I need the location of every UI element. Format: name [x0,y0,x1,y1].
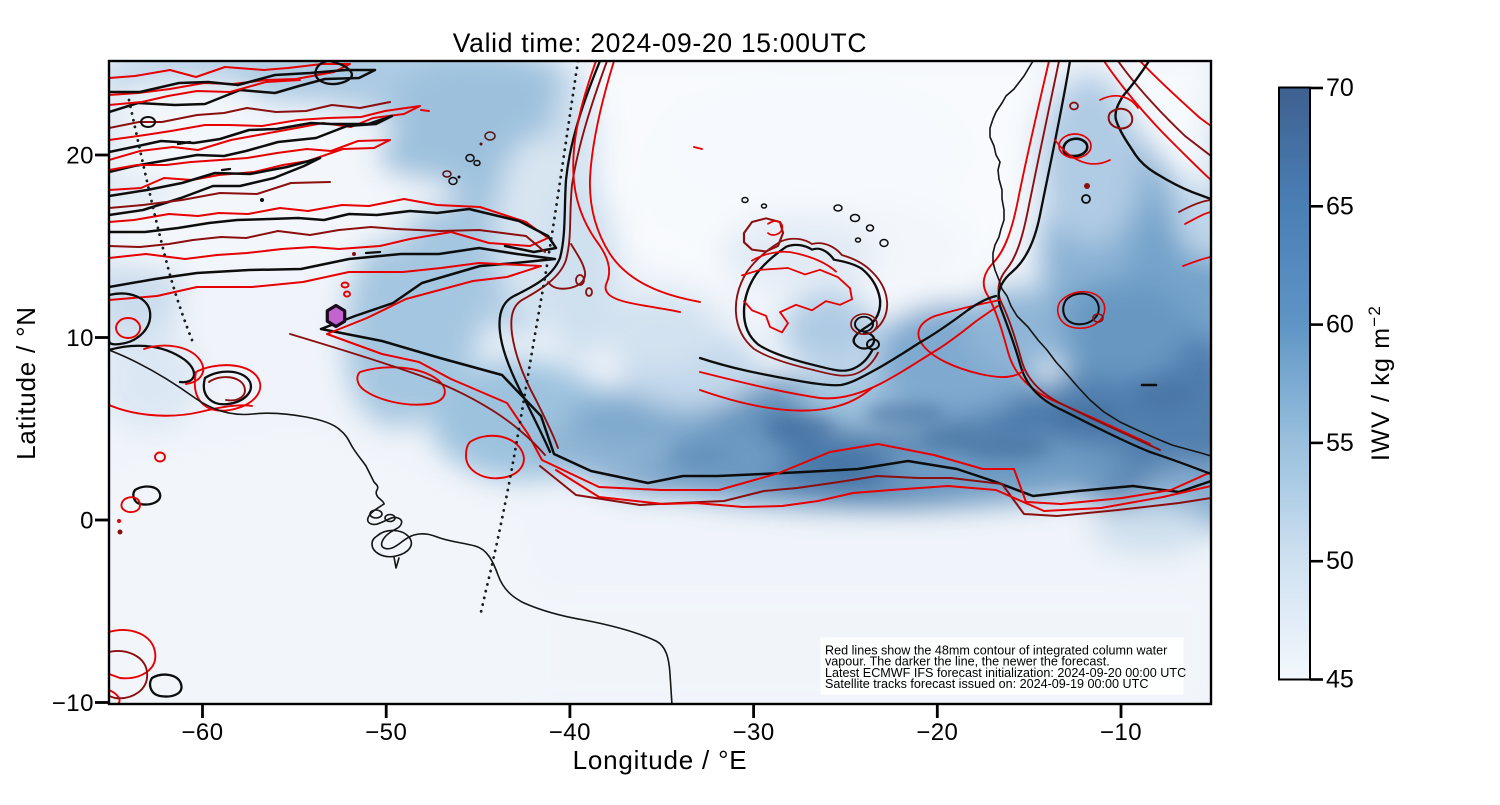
svg-text:10: 10 [66,325,94,352]
svg-text:70: 70 [1326,74,1354,102]
svg-text:−30: −30 [732,719,774,746]
svg-text:−20: −20 [916,719,958,746]
svg-text:−60: −60 [181,719,223,746]
svg-text:−10: −10 [52,690,94,717]
svg-text:Red lines show the 48mm contou: Red lines show the 48mm contour of integ… [825,644,1167,658]
svg-text:−10: −10 [1100,719,1142,746]
svg-text:20: 20 [66,143,94,170]
svg-text:65: 65 [1326,192,1354,220]
svg-text:0: 0 [80,508,94,535]
svg-text:Latest ECMWF IFS forecast init: Latest ECMWF IFS forecast initialization… [825,666,1186,680]
svg-text:45: 45 [1326,666,1354,694]
svg-text:50: 50 [1326,547,1354,575]
svg-text:Longitude / °E: Longitude / °E [573,745,748,775]
svg-text:Satellite tracks forecast issu: Satellite tracks forecast issued on: 202… [825,677,1148,691]
svg-text:60: 60 [1326,311,1354,339]
svg-text:Valid time: 2024-09-20 15:00UT: Valid time: 2024-09-20 15:00UTC [453,28,868,58]
svg-text:−50: −50 [365,719,407,746]
svg-text:Latitude / °N: Latitude / °N [11,306,41,460]
svg-text:vapour. The darker the line, t: vapour. The darker the line, the newer t… [825,655,1110,669]
svg-text:55: 55 [1326,429,1354,457]
svg-text:−40: −40 [549,719,591,746]
svg-text:IWV / kg m−2: IWV / kg m−2 [1365,305,1395,461]
